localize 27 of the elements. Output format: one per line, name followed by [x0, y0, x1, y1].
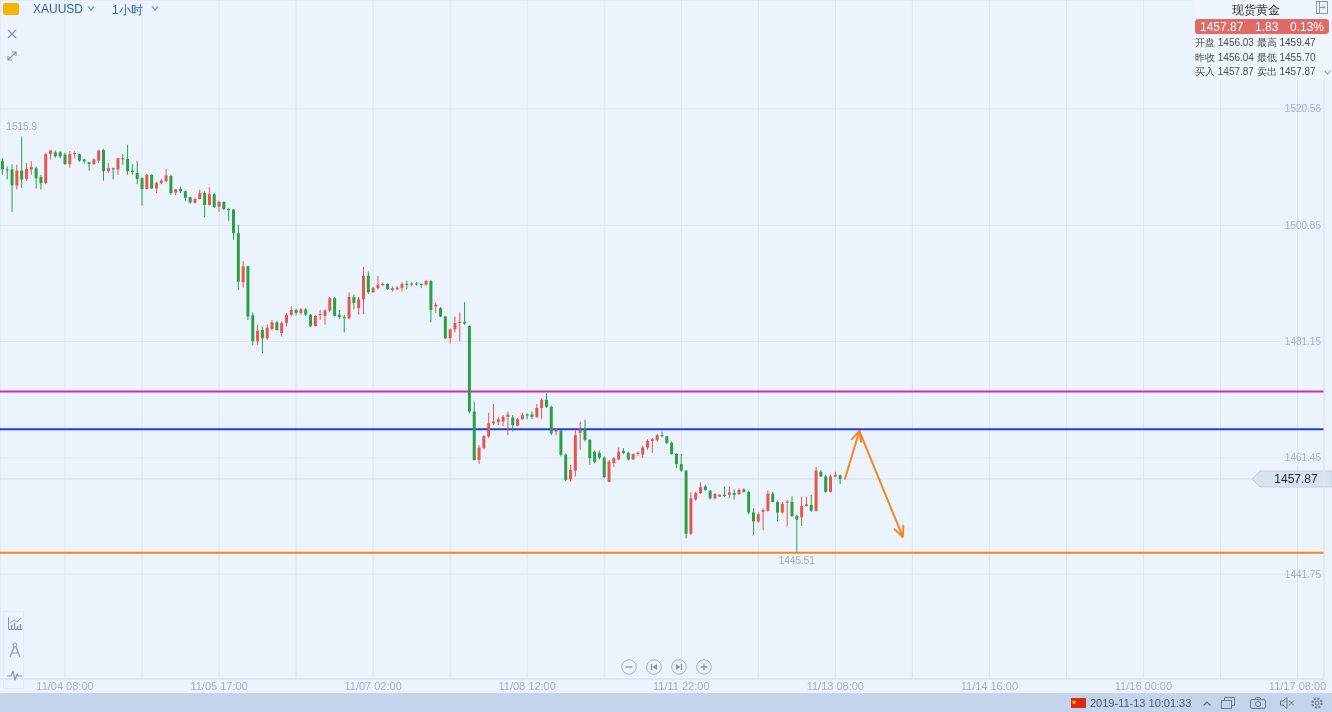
annotation: 现货黄金 — [1232, 3, 1280, 17]
y-tick-label: 1520.56 — [1284, 103, 1322, 115]
y-tick-label: 1441.75 — [1284, 568, 1322, 580]
x-tick-label: 11/16 00:00 — [1114, 679, 1173, 692]
annotation: 1445.51 — [778, 555, 816, 566]
x-tick-label: 11/08 12:00 — [498, 679, 556, 692]
annotation: 1515.9 — [6, 121, 38, 133]
chart-title: XAUUSD — [33, 2, 84, 16]
y-tick-label: 1481.15 — [1284, 336, 1322, 348]
x-tick-label: 11/11 22:00 — [653, 679, 710, 692]
x-tick-label: 11/14 16:00 — [960, 679, 1019, 692]
ref-line-label: 1457.87 — [1274, 472, 1319, 487]
text: 2019-11-13 10:01:33 — [1090, 697, 1192, 709]
y-tick-label: 1500.85 — [1284, 219, 1322, 231]
x-tick-label: 11/04 08:00 — [36, 679, 94, 692]
annotation: 昨收 1456.04 最低 1455.70 — [1195, 51, 1316, 63]
annotation: 0.13% — [1289, 19, 1324, 34]
x-tick-label: 11/05 17:00 — [190, 679, 248, 692]
annotation: 1.83 — [1255, 19, 1279, 34]
x-tick-label: 11/13 08:00 — [806, 679, 864, 692]
x-tick-label: 11/07 02:00 — [344, 679, 402, 692]
annotation: 开盘 1456.03 最高 1459.47 — [1195, 37, 1316, 48]
x-tick-label: 11/17 08:00 — [1268, 679, 1327, 692]
annotation: 买入 1457.87 卖出 1457.87 — [1195, 66, 1316, 77]
y-tick-label: 1461.45 — [1284, 452, 1322, 464]
annotation: 1457.87 — [1200, 19, 1244, 34]
chart-subtitle: 1小时 — [112, 3, 143, 17]
